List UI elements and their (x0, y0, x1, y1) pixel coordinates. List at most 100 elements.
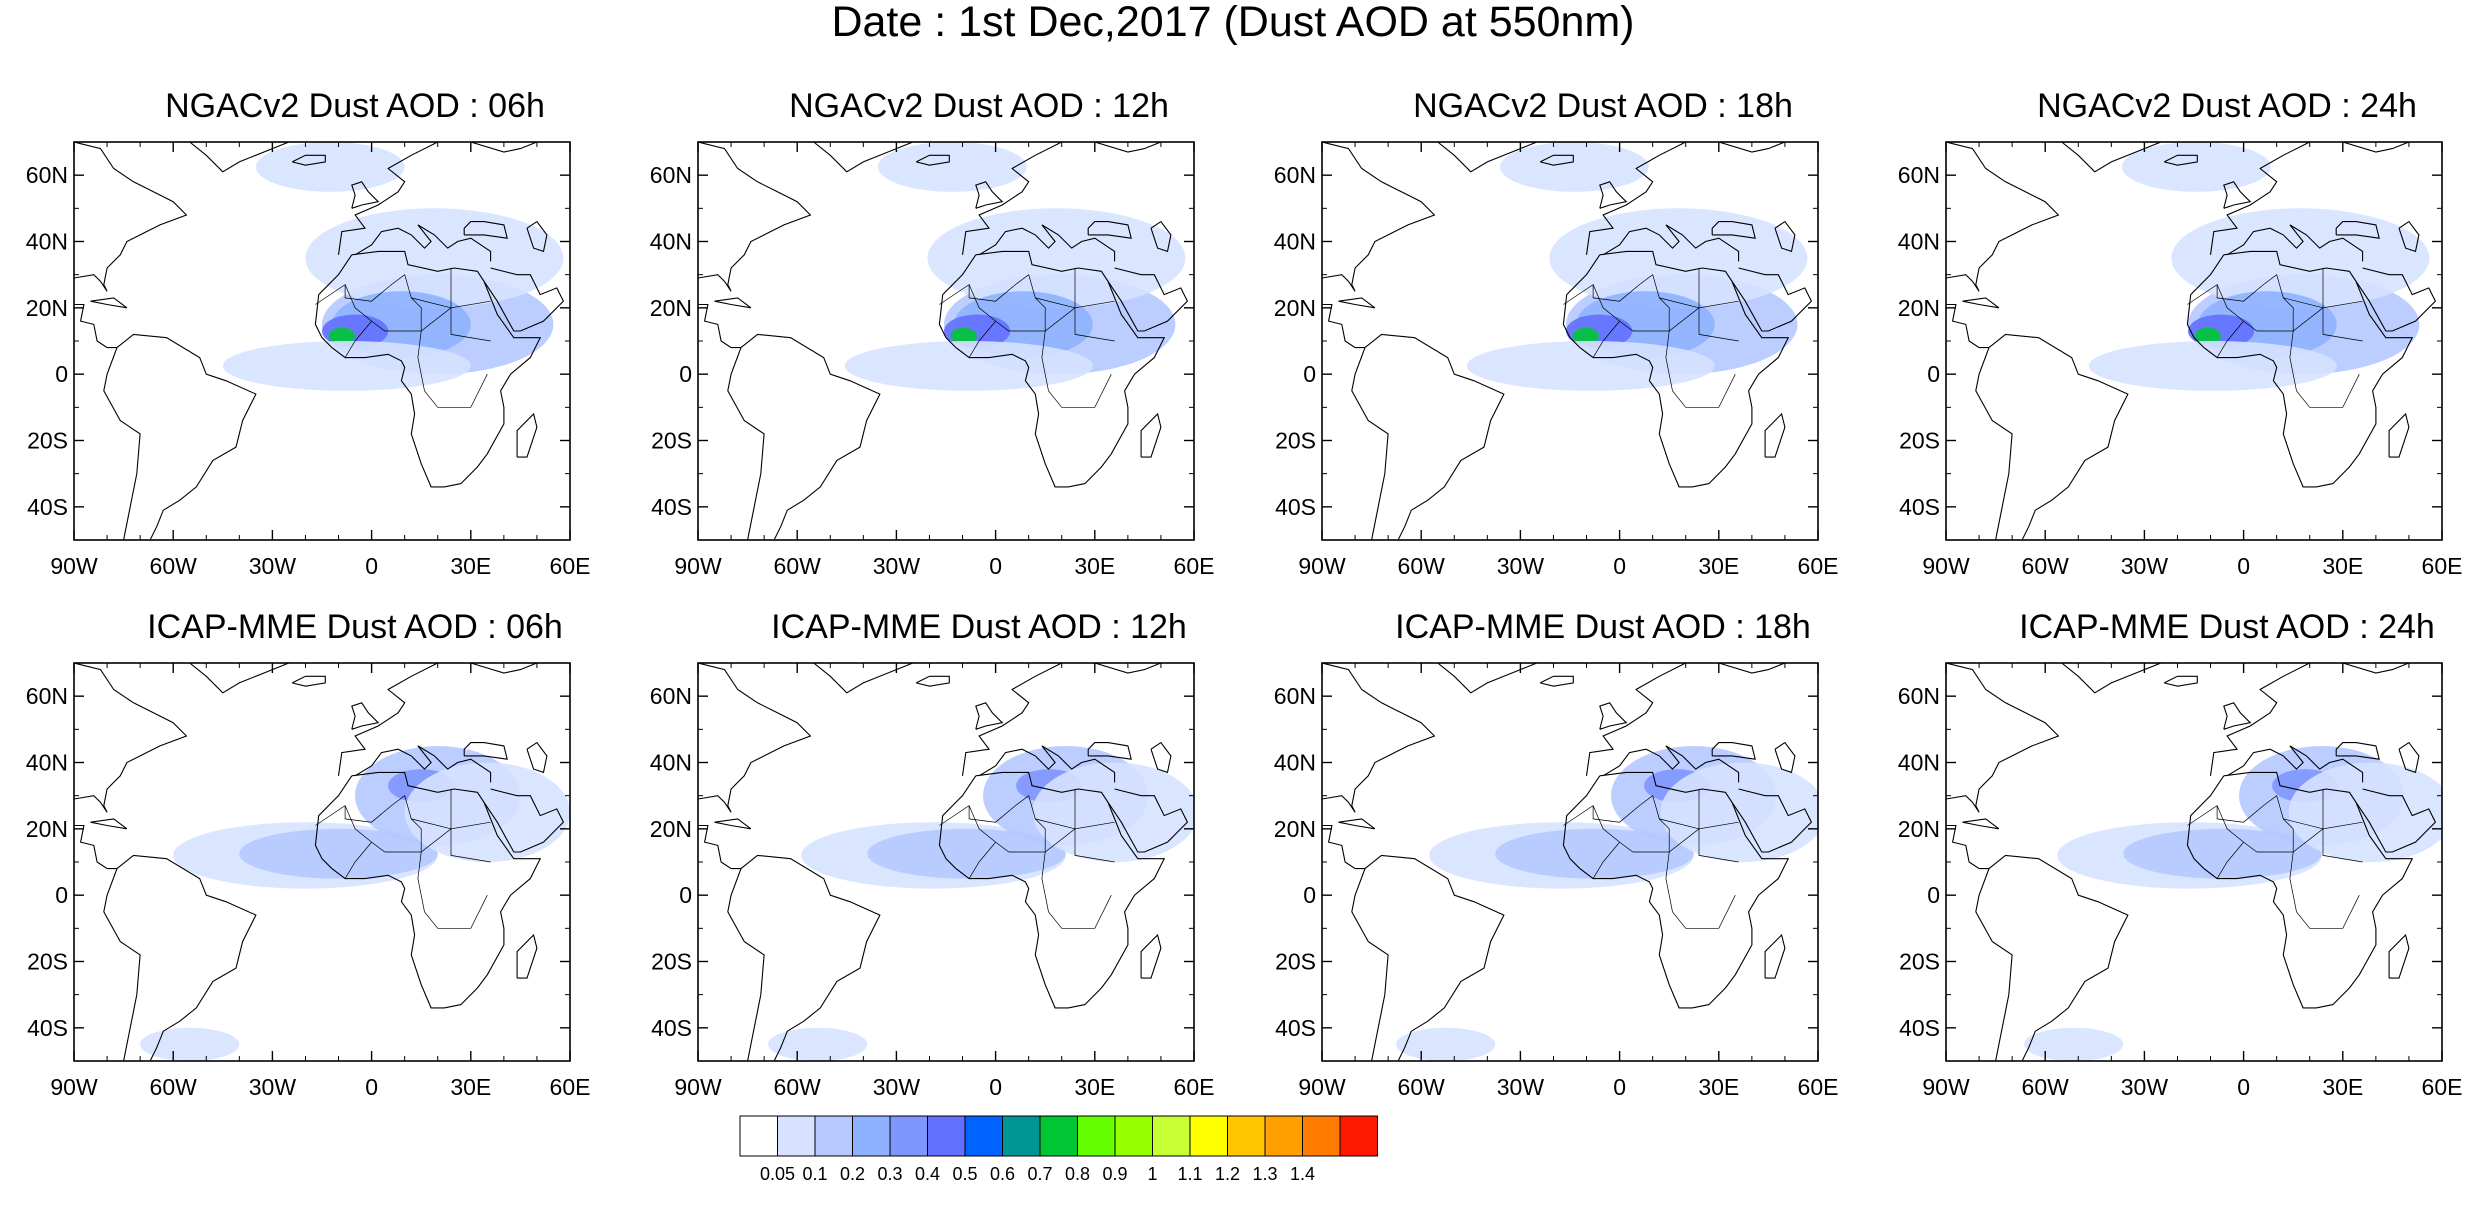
y-tick-label: 40N (26, 750, 68, 776)
map-panel-icap-24h: ICAP-MME Dust AOD : 24h 90W 60W 30W 0 30E 60E… (1898, 607, 2466, 1159)
map-panel-icap-18h: ICAP-MME Dust AOD : 18h 90W 60W 30W 0 30E 60E… (1274, 607, 1894, 1159)
x-tick-label: 30E (2322, 1074, 2363, 1100)
britain-coast (1599, 702, 1628, 730)
y-tick-label: 0 (679, 361, 692, 387)
dust-plume (927, 208, 1186, 308)
country-border (1665, 851, 1736, 929)
country-border (968, 841, 996, 879)
y-tick-label: 40N (650, 229, 692, 255)
country-border (1592, 284, 1739, 342)
country-border (2216, 841, 2244, 879)
y-tick-label: 40S (27, 1015, 68, 1041)
greenland-coast (2061, 663, 2162, 694)
south-america-coast (1364, 333, 1505, 540)
panel-title: NGACv2 Dust AOD : 24h (2037, 87, 2417, 125)
map-plot: 90W 60W 30W 0 30E 60E 60N 40N 20N 0 20S 40S (650, 662, 1214, 1100)
britain-coast (351, 181, 380, 209)
country-border (968, 320, 996, 358)
country-border (1074, 268, 1115, 309)
madagascar-coast (1764, 933, 1786, 979)
country-border (1035, 818, 1046, 852)
mediterranean-north-coast (354, 224, 492, 262)
south-america-west-coast (727, 347, 765, 540)
country-border (344, 841, 372, 879)
panel-title: NGACv2 Dust AOD : 18h (1413, 87, 1793, 125)
x-tick-label: 60E (1798, 1074, 1839, 1100)
britain-coast (2223, 181, 2252, 209)
country-border (2289, 330, 2360, 408)
country-border (1659, 297, 1670, 331)
europe-coast (2209, 142, 2410, 255)
x-tick-label: 60E (1798, 553, 1839, 579)
y-tick-label: 60N (1898, 683, 1940, 709)
y-tick-label: 0 (55, 361, 68, 387)
arabia-coast (1107, 267, 1189, 332)
madagascar-coast (516, 933, 538, 979)
central-america-coast (698, 824, 741, 870)
y-tick-label: 40N (1274, 750, 1316, 776)
africa-coast (938, 250, 1166, 488)
x-tick-label: 90W (1922, 553, 1970, 579)
y-tick-label: 0 (1927, 882, 1940, 908)
y-tick-label: 60N (1274, 683, 1316, 709)
south-america-west-coast (103, 868, 141, 1061)
y-tick-label: 20S (651, 428, 692, 454)
country-border (1698, 789, 1739, 830)
x-tick-label: 60W (774, 553, 822, 579)
iceland-coast (1539, 675, 1574, 687)
map-panel-ngac-06h: NGACv2 Dust AOD : 06h 90W 60W 30W 0 30E 60E 60… (26, 86, 646, 638)
y-tick-label: 40S (27, 494, 68, 520)
central-america-coast (698, 303, 741, 349)
mediterranean-north-coast (354, 745, 492, 783)
country-border (315, 795, 452, 830)
y-tick-label: 0 (1927, 361, 1940, 387)
country-border (2283, 297, 2294, 331)
country-border (411, 297, 422, 331)
europe-coast (961, 663, 1162, 776)
y-tick-label: 40S (1275, 494, 1316, 520)
x-tick-label: 30W (2121, 553, 2169, 579)
britain-coast (975, 181, 1004, 209)
y-tick-label: 60N (1274, 162, 1316, 188)
dust-plume (404, 762, 570, 863)
map-panel-icap-12h: ICAP-MME Dust AOD : 12h 90W 60W 30W 0 30E 60E… (650, 607, 1270, 1159)
y-tick-label: 60N (650, 683, 692, 709)
europe-coast (2209, 663, 2410, 776)
y-tick-label: 40S (651, 494, 692, 520)
colorbar-label: 1 (1147, 1164, 1157, 1184)
black-sea-coast (1087, 221, 1132, 239)
dust-plume (1660, 762, 1818, 863)
y-tick-label: 60N (26, 683, 68, 709)
x-tick-label: 30W (1497, 553, 1545, 579)
x-tick-label: 60E (550, 1074, 591, 1100)
black-sea-coast (1087, 742, 1132, 760)
map-panel-ngac-12h: NGACv2 Dust AOD : 12h 90W 60W 30W 0 30E 60E 60… (650, 86, 1270, 638)
north-america-coast (698, 663, 812, 813)
country-border (450, 268, 491, 309)
x-tick-label: 30W (2121, 1074, 2169, 1100)
x-tick-label: 60W (1398, 1074, 1446, 1100)
iceland-coast (291, 154, 326, 166)
country-border (315, 274, 452, 309)
map-panel-icap-06h: ICAP-MME Dust AOD : 06h 90W 60W 30W 0 30E 60E… (26, 607, 646, 1159)
country-border (2322, 268, 2363, 309)
cuba-coast (714, 818, 752, 830)
country-border (2187, 795, 2324, 830)
x-tick-label: 90W (1922, 1074, 1970, 1100)
dust-plume (305, 208, 564, 308)
map-plot: 90W 60W 30W 0 30E 60E 60N 40N 20N 0 20S 40S (1898, 141, 2462, 579)
country-border (1035, 297, 1046, 331)
country-border (344, 320, 372, 358)
caspian-coast (526, 220, 548, 253)
arabia-coast (2355, 788, 2437, 853)
country-border (968, 284, 1115, 342)
x-tick-label: 30E (450, 553, 491, 579)
x-tick-label: 0 (1613, 1074, 1626, 1100)
y-tick-label: 40N (1898, 750, 1940, 776)
mediterranean-north-coast (978, 224, 1116, 262)
south-america-west-coast (103, 347, 141, 540)
iceland-coast (1539, 154, 1574, 166)
x-tick-label: 0 (1613, 553, 1626, 579)
dust-plume (1572, 327, 1599, 345)
south-america-west-coast (1351, 347, 1389, 540)
